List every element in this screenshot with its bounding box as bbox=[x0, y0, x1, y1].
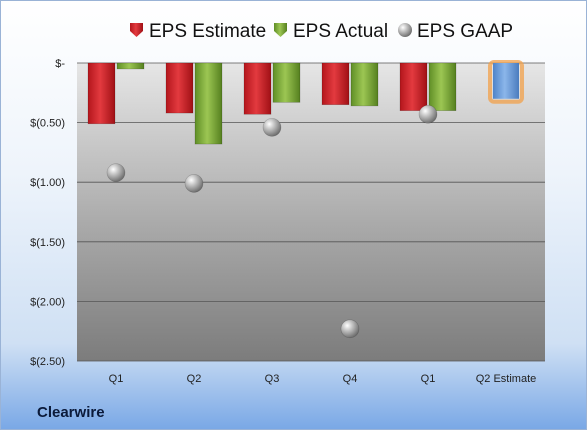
point-eps-gaap bbox=[262, 118, 282, 137]
y-tick-label: $(2.50) bbox=[30, 356, 65, 368]
bar-eps-actual bbox=[428, 62, 457, 111]
x-axis: Q1 Q2 Q3 Q4 Q1 Q2 Estimate bbox=[109, 373, 537, 385]
bar-eps-estimate bbox=[243, 62, 272, 115]
y-tick-label: $(1.50) bbox=[30, 237, 65, 249]
y-tick-label: $(1.00) bbox=[30, 177, 65, 189]
bar-eps-estimate bbox=[87, 62, 116, 125]
point-eps-gaap bbox=[106, 163, 126, 182]
point-eps-gaap bbox=[184, 174, 204, 193]
source-label: Clearwire bbox=[37, 404, 105, 421]
y-tick-label: $(2.00) bbox=[30, 296, 65, 308]
y-tick-label: $- bbox=[55, 58, 65, 70]
y-axis: $- $(0.50) $(1.00) $(1.50) $(2.00) $(2.50) bbox=[30, 58, 65, 368]
bar-eps-actual bbox=[116, 62, 145, 70]
bar-eps-actual bbox=[272, 62, 301, 103]
point-eps-gaap bbox=[340, 319, 360, 339]
x-tick-label: Q3 bbox=[265, 373, 280, 385]
bar-eps-estimate bbox=[399, 62, 428, 111]
legend-item-eps-actual: EPS Actual bbox=[274, 21, 388, 42]
plot-area bbox=[77, 63, 545, 361]
legend-marker-eps-estimate bbox=[130, 23, 143, 37]
estimate-bar-glow bbox=[488, 60, 524, 104]
x-tick-label: Q2 Estimate bbox=[476, 373, 537, 385]
legend-marker-eps-actual bbox=[274, 23, 287, 37]
x-tick-label: Q4 bbox=[343, 373, 358, 385]
legend-label-eps-actual: EPS Actual bbox=[293, 21, 388, 42]
gaap-points bbox=[106, 104, 438, 339]
gridlines bbox=[77, 62, 545, 362]
bar-eps-estimate bbox=[321, 62, 350, 106]
legend-marker-eps-gaap bbox=[398, 23, 412, 37]
bar-eps-estimate bbox=[165, 62, 194, 114]
legend-label-eps-estimate: EPS Estimate bbox=[149, 21, 266, 42]
point-eps-gaap bbox=[418, 104, 438, 124]
x-tick-label: Q1 bbox=[109, 373, 124, 385]
legend: EPS Estimate EPS Actual EPS GAAP bbox=[130, 21, 513, 42]
bar-eps-actual bbox=[350, 62, 379, 107]
legend-label-eps-gaap: EPS GAAP bbox=[417, 21, 513, 42]
y-tick-label: $(0.50) bbox=[30, 118, 65, 130]
bars bbox=[87, 60, 524, 145]
x-tick-label: Q1 bbox=[421, 373, 436, 385]
x-tick-label: Q2 bbox=[187, 373, 202, 385]
legend-item-eps-estimate: EPS Estimate bbox=[130, 21, 266, 42]
bar-eps-actual bbox=[194, 62, 223, 145]
bar-q2-estimate bbox=[493, 63, 519, 99]
legend-item-eps-gaap: EPS GAAP bbox=[398, 21, 513, 42]
